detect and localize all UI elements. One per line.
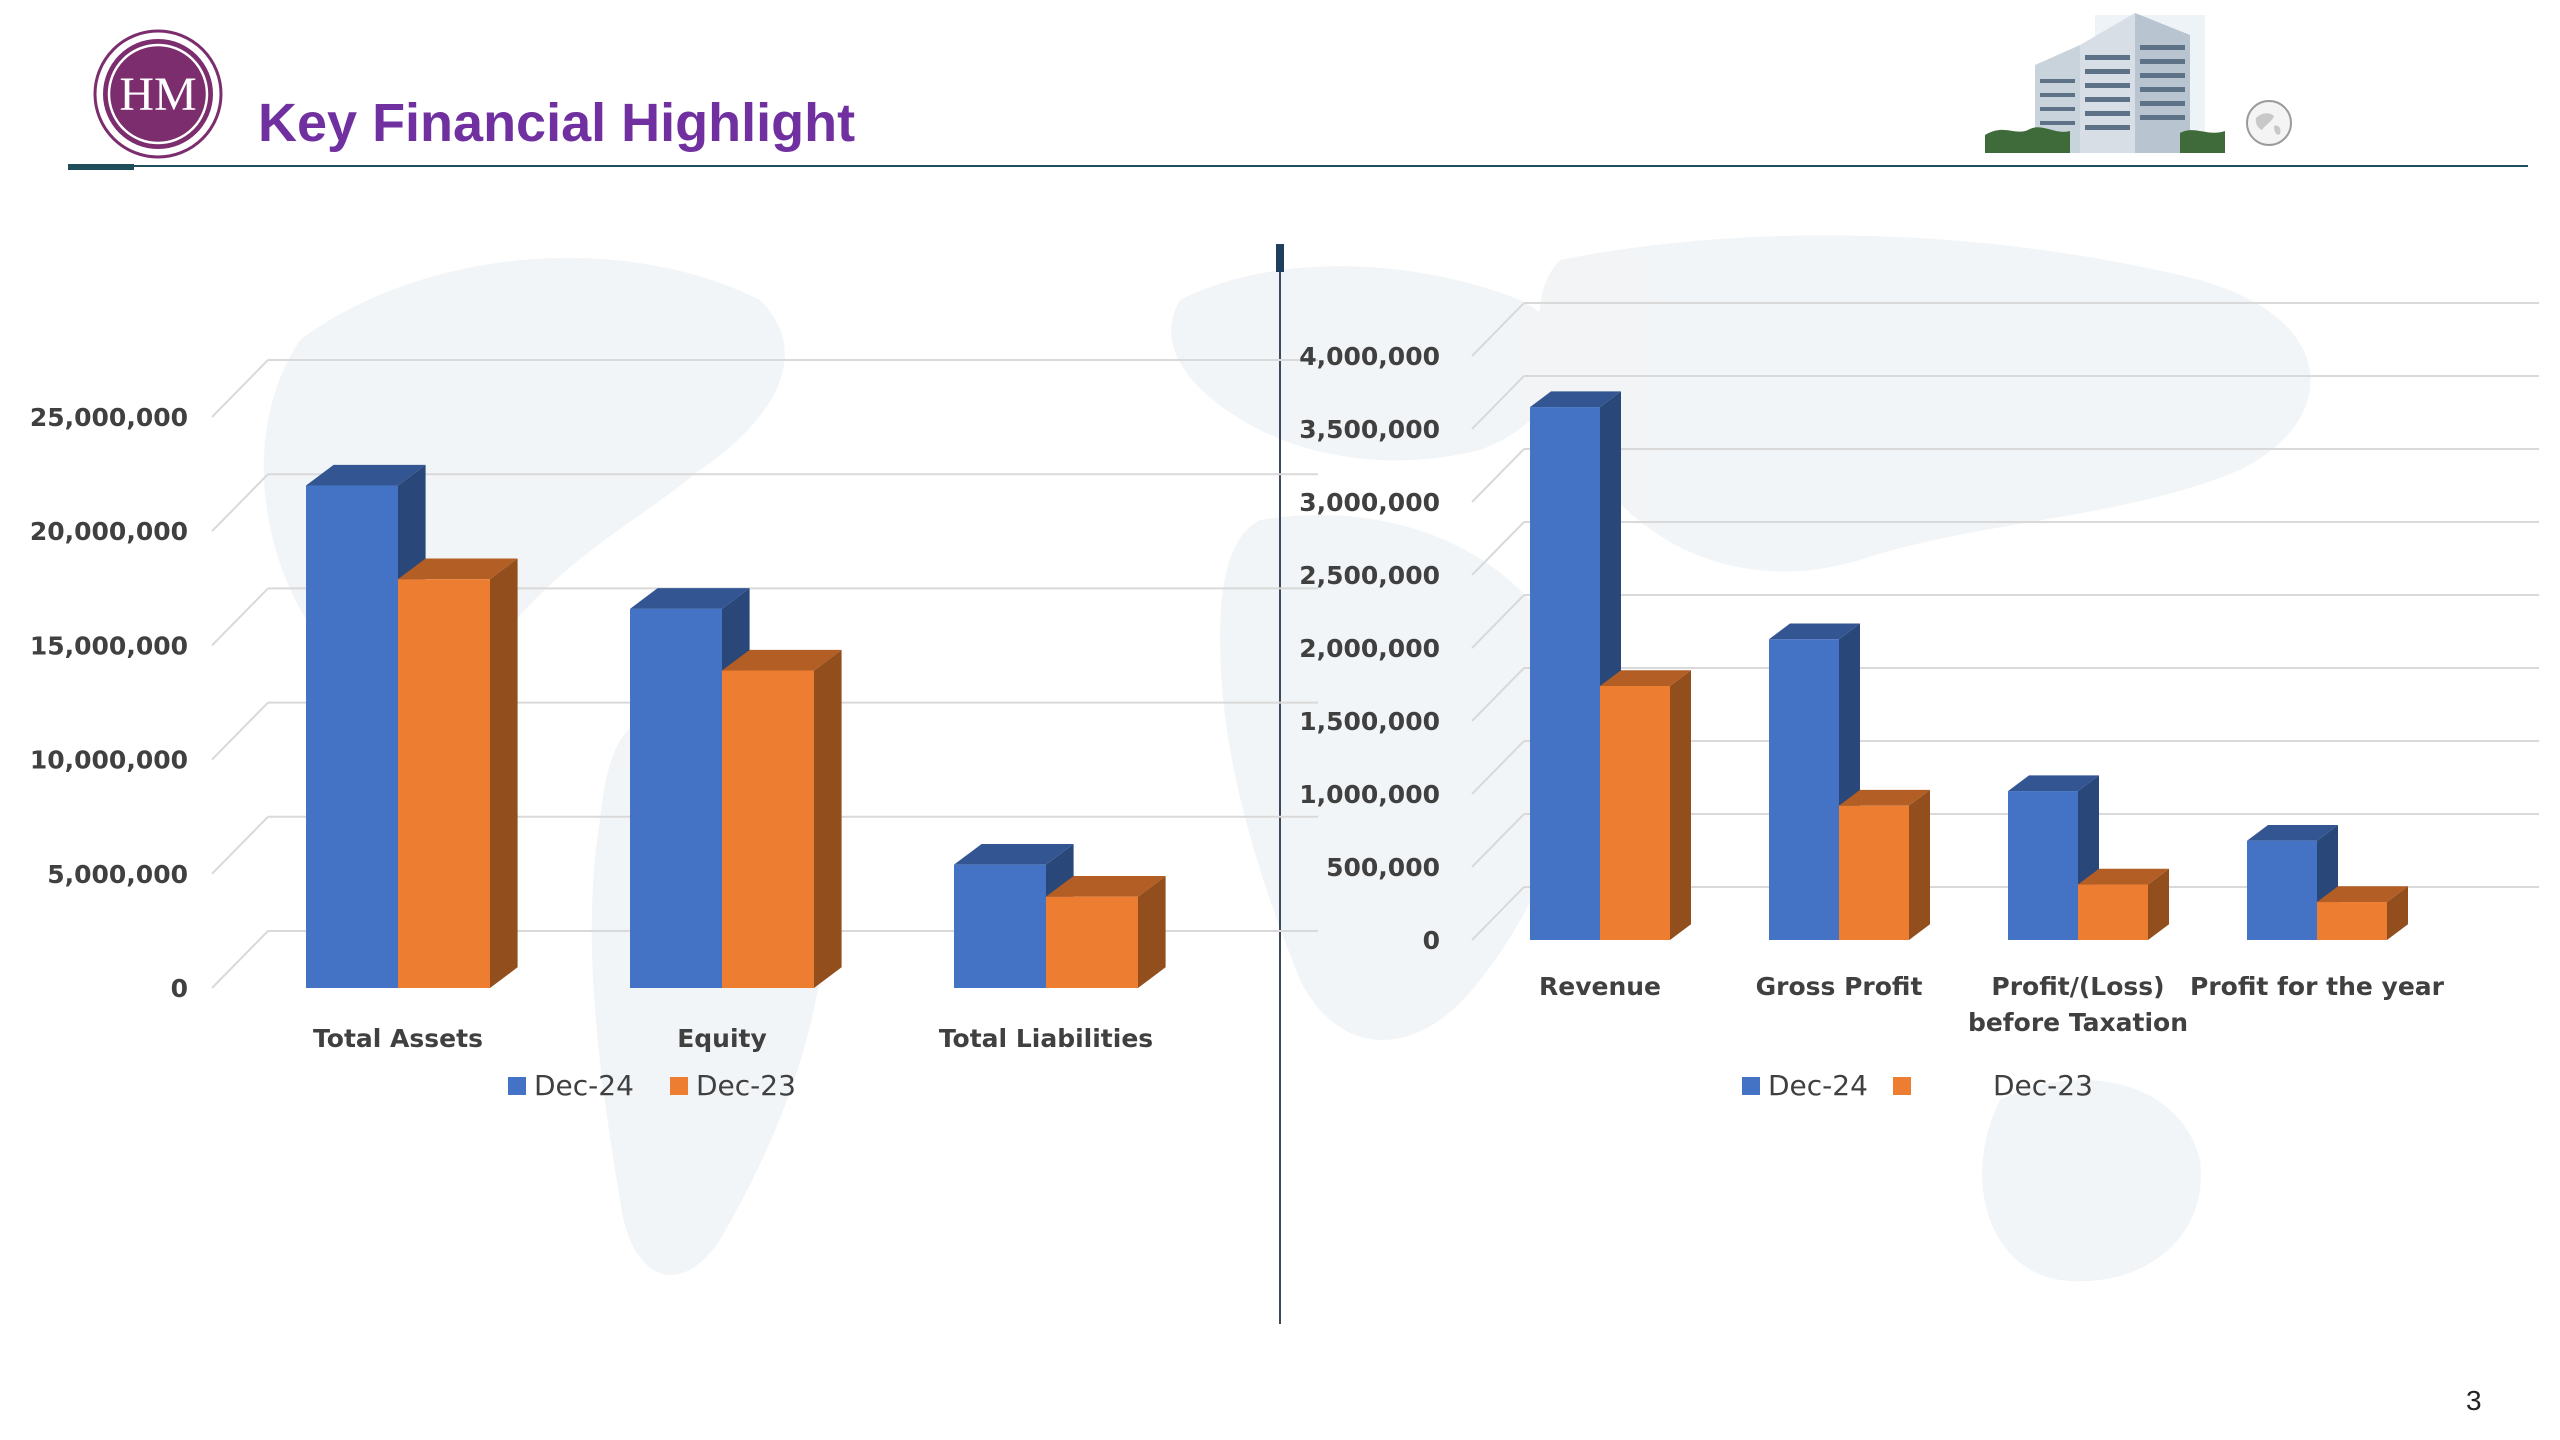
y-tick-label: 500,000 [1326,853,1440,882]
bar-dec-23-1 [398,558,518,988]
legend-swatch-dec-24 [508,1077,526,1095]
x-tick-label: before Taxation [1968,1008,2188,1037]
grid-diagonal [1471,302,1525,357]
bar-dec-24-2 [1769,623,1860,940]
grid-diagonal [1471,375,1525,430]
legend-swatch-dec-23 [670,1077,688,1095]
x-tick-label: Gross Profit [1756,972,1923,1001]
y-tick-label: 5,000,000 [47,860,188,889]
x-tick-label: Equity [677,1024,767,1053]
header-rule [68,165,2528,167]
building-photo-icon [1985,5,2225,153]
x-tick-label: Revenue [1539,972,1661,1001]
page-title: Key Financial Highlight [258,93,856,153]
page-number: 3 [2466,1385,2482,1416]
header-rule-accent [68,164,134,170]
grid-diagonal [1471,886,1525,941]
grid-diagonal [211,359,269,418]
grid-diagonal [1471,521,1525,576]
y-tick-label: 4,000,000 [1299,342,1440,371]
bar-dec-23-2 [722,649,842,988]
x-tick-label: Profit/(Loss) [1991,972,2164,1001]
bar-dec-23-3 [2078,868,2169,940]
legend-label-dec-23: Dec-23 [1993,1069,2093,1102]
grid-diagonal [211,701,269,761]
y-tick-label: 1,500,000 [1299,707,1440,736]
chart-1: 0 5,000,000 10,000,000 15,000,000 20,000,000… [30,359,1318,1102]
legend-label-dec-24: Dec-24 [1768,1069,1868,1102]
divider-marker [1276,244,1284,272]
bar-dec-23-2 [1839,789,1930,940]
x-tick-label: Profit for the year [2190,972,2445,1001]
y-tick-label: 3,000,000 [1299,488,1440,517]
chart-2: 0 500,000 1,000,000 1,500,000 2,000,000 2,500… [1299,302,2539,1102]
legend-swatch-dec-23 [1893,1077,1911,1095]
grid-diagonal [1471,448,1525,503]
grid-diagonal [1471,740,1525,795]
grid-diagonal [211,930,269,989]
y-tick-label: 20,000,000 [30,517,188,546]
bar-dec-23-3 [1046,875,1166,988]
vertical-divider [1279,246,1281,1324]
grid-diagonal [211,587,269,647]
y-tick-label: 0 [1423,926,1440,955]
legend-swatch-dec-24 [1742,1077,1760,1095]
bar-dec-23-1 [1600,670,1691,940]
y-tick-label: 0 [171,974,188,1003]
y-tick-label: 3,500,000 [1299,415,1440,444]
grid-diagonal [1471,813,1525,868]
y-tick-label: 25,000,000 [30,403,188,432]
bar-dec-24-4 [2247,824,2338,940]
grid-diagonal [211,473,269,532]
x-tick-label: Total Assets [313,1024,483,1053]
logo-text: HM [119,68,196,121]
grid-diagonal [211,816,269,875]
y-tick-label: 15,000,000 [30,631,188,660]
hm-logo-icon: HM [93,29,223,159]
grid-diagonal [1471,667,1525,722]
legend-label-dec-23: Dec-23 [696,1069,796,1102]
globe-icon [2246,100,2292,146]
y-tick-label: 2,500,000 [1299,561,1440,590]
bar-dec-23-4 [2317,886,2408,940]
grid-diagonal [1471,594,1525,649]
legend-label-dec-24: Dec-24 [534,1069,634,1102]
y-tick-label: 10,000,000 [30,746,188,775]
y-tick-label: 2,000,000 [1299,634,1440,663]
x-tick-label: Total Liabilities [939,1024,1153,1053]
y-tick-label: 1,000,000 [1299,780,1440,809]
